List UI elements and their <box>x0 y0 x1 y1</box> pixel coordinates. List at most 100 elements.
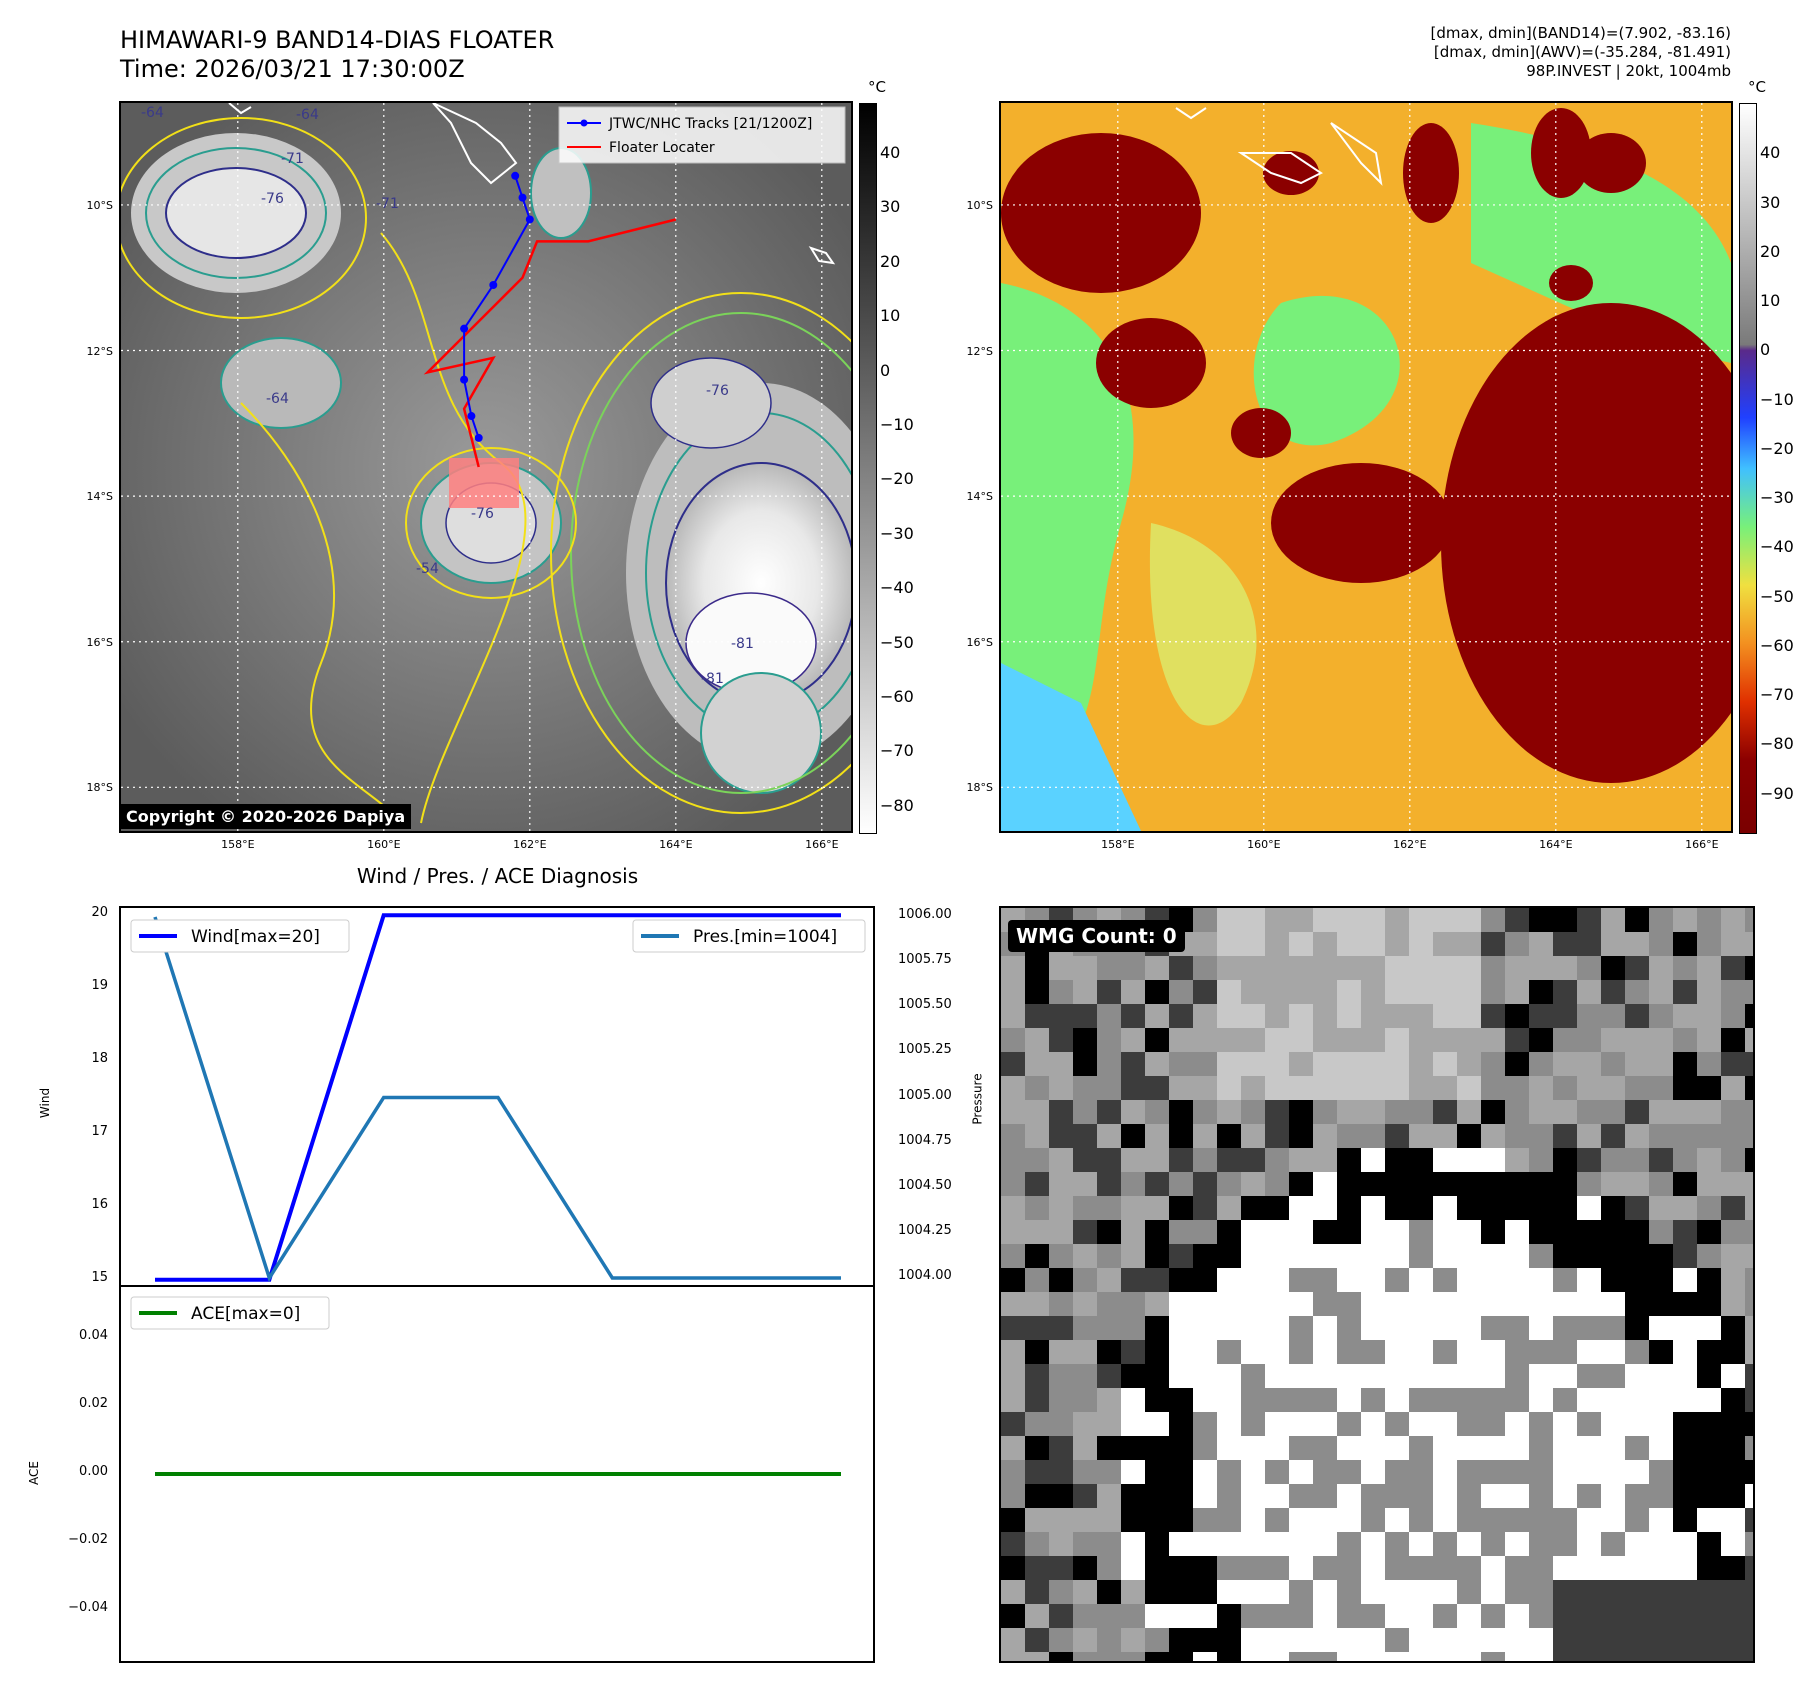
wmg-pixel <box>1625 1364 1649 1388</box>
wmg-pixel <box>1529 1076 1553 1100</box>
wmg-pixel <box>1313 932 1337 956</box>
wmg-pixel <box>1745 980 1753 1004</box>
wmg-pixel <box>1025 1244 1049 1268</box>
wmg-pixel <box>1241 1028 1265 1052</box>
wmg-pixel <box>1649 1268 1673 1292</box>
wmg-pixel <box>1097 1244 1121 1268</box>
wmg-pixel <box>1265 1628 1289 1652</box>
wmg-pixel <box>1193 1220 1217 1244</box>
wmg-pixel <box>1361 1292 1385 1316</box>
wmg-pixel <box>1025 1508 1049 1532</box>
wmg-pixel <box>1145 1100 1169 1124</box>
wmg-pixel <box>1649 1028 1673 1052</box>
wmg-pixel <box>1073 1508 1097 1532</box>
wmg-pixel <box>1721 1508 1745 1532</box>
wind-tick-label: 15 <box>91 1269 108 1285</box>
colorbar-tick-label: −20 <box>880 469 914 489</box>
wmg-pixel <box>1241 1076 1265 1100</box>
wmg-pixel <box>1145 1580 1169 1604</box>
wmg-pixel <box>1289 1268 1313 1292</box>
wmg-pixel <box>1409 932 1433 956</box>
wmg-pixel <box>1025 1484 1049 1508</box>
wmg-pixel <box>1241 1196 1265 1220</box>
wmg-pixel <box>1409 1268 1433 1292</box>
wmg-pixel <box>1073 1556 1097 1580</box>
wmg-pixel <box>1745 1220 1753 1244</box>
wmg-pixel <box>1745 1268 1753 1292</box>
wmg-pixel <box>1121 1052 1145 1076</box>
wmg-pixel <box>1721 1460 1745 1484</box>
wmg-pixel <box>1553 908 1577 932</box>
wmg-pixel <box>1721 1052 1745 1076</box>
wmg-pixel <box>1505 1124 1529 1148</box>
wmg-pixel <box>1529 1364 1553 1388</box>
wmg-pixel <box>1481 1220 1505 1244</box>
wmg-pixel <box>1145 1292 1169 1316</box>
wmg-pixel <box>1361 1004 1385 1028</box>
wmg-pixel <box>1241 956 1265 980</box>
wmg-pixel <box>1505 1268 1529 1292</box>
wmg-pixel <box>1409 1148 1433 1172</box>
wmg-pixel <box>1217 1484 1241 1508</box>
wmg-pixel <box>1361 1268 1385 1292</box>
wmg-pixel <box>1577 1580 1601 1604</box>
colorbar-tick-label: −70 <box>880 741 914 761</box>
wmg-pixel <box>1697 1052 1721 1076</box>
wmg-pixel <box>1601 1172 1625 1196</box>
wmg-pixel <box>1385 1412 1409 1436</box>
wmg-pixel <box>1193 1316 1217 1340</box>
wmg-pixel <box>1697 1580 1721 1604</box>
floater-locater-line <box>423 218 677 468</box>
lon-tick-label: 160°E <box>367 838 401 851</box>
wmg-pixel <box>1361 1316 1385 1340</box>
wmg-pixel <box>1145 1148 1169 1172</box>
wmg-pixel <box>1265 1292 1289 1316</box>
contour-label: -81 <box>701 671 724 687</box>
ace-axis-label: ACE <box>26 1461 41 1485</box>
wmg-pixel <box>1121 1076 1145 1100</box>
wmg-pixel <box>1721 1412 1745 1436</box>
wmg-pixel <box>1481 1436 1505 1460</box>
wmg-pixel <box>1169 1508 1193 1532</box>
wmg-pixel <box>1481 1028 1505 1052</box>
wmg-pixel <box>1673 956 1697 980</box>
wmg-pixel <box>1049 1100 1073 1124</box>
wmg-pixel <box>1505 1484 1529 1508</box>
wmg-pixel <box>1001 1460 1025 1484</box>
wmg-pixel <box>1121 1460 1145 1484</box>
wmg-pixel <box>1457 1580 1481 1604</box>
wmg-pixel <box>1169 1340 1193 1364</box>
ace-chart: ACE[max=0] <box>130 1296 841 1476</box>
wmg-pixel <box>1649 1172 1673 1196</box>
wmg-pixel <box>1649 1244 1673 1268</box>
colorbar-tick-label: −50 <box>880 632 914 652</box>
wmg-pixel <box>1457 1028 1481 1052</box>
pressure-tick-label: 1004.75 <box>898 1132 952 1148</box>
wmg-pixel <box>1073 1268 1097 1292</box>
wmg-pixel <box>1553 1268 1577 1292</box>
wmg-pixel <box>1577 932 1601 956</box>
wmg-pixel <box>1505 1148 1529 1172</box>
wmg-pixel <box>1625 1316 1649 1340</box>
wmg-pixel <box>1217 932 1241 956</box>
wmg-pixel <box>1073 1100 1097 1124</box>
wmg-pixel <box>1241 908 1265 932</box>
wmg-pixel <box>1073 1244 1097 1268</box>
wmg-pixel <box>1265 1484 1289 1508</box>
wmg-pixel <box>1241 1172 1265 1196</box>
wmg-pixel <box>1001 1028 1025 1052</box>
wmg-pixel <box>1649 1292 1673 1316</box>
wmg-pixel <box>1217 1004 1241 1028</box>
wmg-pixel <box>1073 1340 1097 1364</box>
wmg-pixel <box>1217 908 1241 932</box>
wmg-pixel <box>1073 956 1097 980</box>
wmg-pixel <box>1553 1460 1577 1484</box>
wmg-pixel <box>1193 1076 1217 1100</box>
wmg-pixel <box>1265 1556 1289 1580</box>
wmg-pixel <box>1025 1436 1049 1460</box>
wmg-pixel <box>1625 1532 1649 1556</box>
wmg-pixel <box>1433 1580 1457 1604</box>
wmg-pixel <box>1697 980 1721 1004</box>
wmg-pixel <box>1529 1052 1553 1076</box>
wmg-pixel <box>1265 1148 1289 1172</box>
